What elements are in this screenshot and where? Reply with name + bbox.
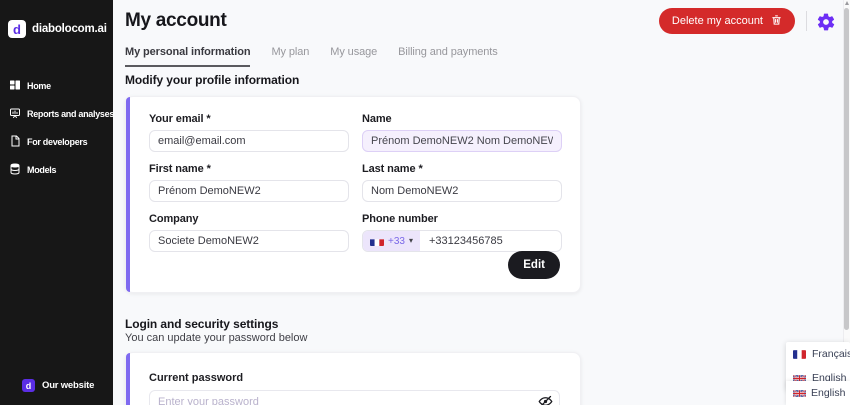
delete-button-label: Delete my account — [671, 15, 763, 27]
home-icon — [9, 79, 21, 93]
chevron-down-icon: ▾ — [408, 236, 413, 245]
sidebar-item-label: Home — [27, 81, 51, 91]
current-password-label: Current password — [149, 372, 244, 384]
company-label: Company — [149, 213, 199, 225]
company-input[interactable] — [149, 230, 349, 252]
language-selector[interactable]: English — [786, 381, 850, 405]
last-name-field-group: Last name * — [362, 163, 562, 202]
brand-logo-icon: d — [8, 20, 26, 38]
sidebar-item-developers[interactable]: For developers — [0, 128, 113, 156]
first-name-field-group: First name * — [149, 163, 349, 202]
developers-icon — [9, 135, 21, 149]
phone-input-wrap: +33 ▾ +33123456785 — [362, 230, 562, 252]
models-icon — [9, 163, 21, 177]
france-flag-icon — [370, 236, 384, 246]
current-password-input[interactable] — [149, 390, 560, 405]
last-name-input[interactable] — [362, 180, 562, 202]
name-label: Name — [362, 113, 392, 125]
vertical-scrollbar[interactable] — [843, 0, 850, 405]
sidebar-item-home[interactable]: Home — [0, 72, 113, 100]
uk-flag-icon — [793, 389, 806, 398]
phone-country-select[interactable]: +33 ▾ — [363, 231, 420, 251]
settings-gear-icon[interactable] — [816, 12, 836, 32]
language-option-label: Français — [812, 348, 850, 360]
sidebar-item-label: For developers — [27, 137, 88, 147]
website-d-icon: d — [22, 379, 35, 392]
security-section-title: Login and security settings — [125, 317, 279, 331]
trash-icon — [771, 14, 782, 29]
card-accent-bar — [126, 353, 130, 405]
header-divider — [806, 11, 807, 31]
phone-field-group: Phone number +33 ▾ +33123456785 — [362, 213, 562, 252]
tab-my-plan[interactable]: My plan — [271, 46, 310, 58]
security-card: Current password — [125, 352, 581, 405]
brand-logo[interactable]: d diabolocom.ai — [0, 0, 113, 38]
email-input[interactable] — [149, 130, 349, 152]
password-input-row — [149, 390, 560, 405]
reports-icon — [9, 107, 21, 121]
account-tabs: My personal information My plan My usage… — [125, 46, 498, 67]
tab-my-personal-information[interactable]: My personal information — [125, 46, 251, 67]
email-field-group: Your email * — [149, 113, 349, 152]
scrollbar-thumb[interactable] — [844, 8, 849, 330]
tab-my-usage[interactable]: My usage — [330, 46, 378, 58]
phone-label: Phone number — [362, 213, 438, 225]
phone-number-value[interactable]: +33123456785 — [428, 235, 503, 247]
edit-button[interactable]: Edit — [508, 251, 560, 279]
name-input — [362, 130, 562, 152]
tab-billing-and-payments[interactable]: Billing and payments — [398, 46, 498, 58]
sidebar-item-reports[interactable]: Reports and analyses — [0, 100, 115, 128]
first-name-input[interactable] — [149, 180, 349, 202]
sidebar-item-models[interactable]: Models — [0, 156, 113, 184]
last-name-label: Last name * — [362, 163, 423, 175]
eye-off-icon[interactable] — [538, 394, 553, 405]
company-field-group: Company — [149, 213, 349, 252]
sidebar: d diabolocom.ai Home Reports and analyse… — [0, 0, 115, 405]
website-label: Our website — [42, 380, 95, 391]
scrollbar-up-arrow[interactable] — [845, 1, 849, 5]
profile-card: Your email * Name First name * Last name… — [125, 96, 581, 293]
sidebar-item-label: Models — [27, 165, 57, 175]
profile-section-title: Modify your profile information — [125, 73, 300, 87]
language-option-francais[interactable]: Français — [786, 342, 850, 366]
page-title: My account — [125, 10, 227, 31]
sidebar-nav: Home Reports and analyses For developers… — [0, 72, 115, 184]
profile-form: Your email * Name First name * Last name… — [126, 97, 580, 263]
card-accent-bar — [126, 97, 130, 292]
language-selected-label: English — [811, 387, 846, 399]
sidebar-our-website-link[interactable]: d Our website — [22, 379, 94, 392]
sidebar-item-label: Reports and analyses — [27, 109, 115, 119]
france-flag-icon — [793, 349, 806, 359]
first-name-label: First name * — [149, 163, 211, 175]
email-label: Your email * — [149, 113, 211, 125]
uk-flag-icon — [793, 374, 806, 383]
delete-account-button[interactable]: Delete my account — [658, 8, 795, 34]
security-section-subtitle: You can update your password below — [125, 332, 308, 344]
main-content: My account Delete my account My personal… — [113, 0, 850, 405]
name-field-group: Name — [362, 113, 562, 152]
brand-name: diabolocom.ai — [32, 23, 107, 35]
phone-prefix-code: +33 — [388, 235, 405, 247]
